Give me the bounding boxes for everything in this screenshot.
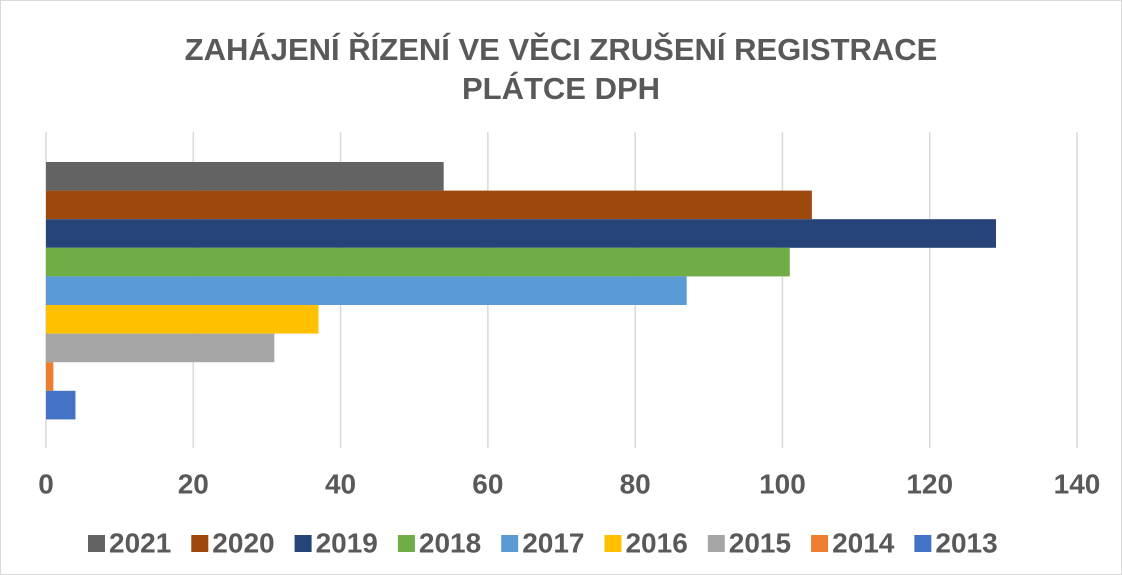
legend-label: 2020 <box>212 527 274 558</box>
legend-label: 2018 <box>419 527 481 558</box>
legend-label: 2013 <box>935 527 997 558</box>
bar <box>46 247 790 277</box>
legend-swatch <box>914 535 932 552</box>
bar <box>46 390 76 420</box>
bar <box>46 333 275 363</box>
bar <box>46 190 812 220</box>
chart-title: PLÁTCE DPH <box>462 71 660 106</box>
bar <box>46 219 996 248</box>
legend-label: 2017 <box>522 527 584 558</box>
legend-swatch <box>707 535 725 552</box>
bar <box>46 162 444 191</box>
x-tick-label: 100 <box>759 468 806 499</box>
legend-swatch <box>501 535 519 552</box>
legend-label: 2015 <box>729 527 791 558</box>
bar <box>46 362 54 391</box>
legend-swatch <box>604 535 622 552</box>
legend-label: 2021 <box>109 527 171 558</box>
x-tick-label: 40 <box>325 468 356 499</box>
legend-swatch <box>191 535 209 552</box>
x-tick-label: 20 <box>178 468 209 499</box>
x-tick-label: 120 <box>906 468 953 499</box>
x-tick-label: 140 <box>1054 468 1101 499</box>
x-tick-label: 80 <box>620 468 651 499</box>
bar <box>46 276 687 305</box>
legend-swatch <box>294 535 312 552</box>
legend-swatch <box>397 535 415 552</box>
legend-swatch <box>811 535 829 552</box>
legend-label: 2016 <box>625 527 687 558</box>
x-tick-label: 0 <box>38 468 54 499</box>
chart-title: ZAHÁJENÍ ŘÍZENÍ VE VĚCI ZRUŠENÍ REGISTRA… <box>185 31 938 67</box>
x-tick-label: 60 <box>472 468 503 499</box>
legend-swatch <box>88 535 105 552</box>
legend-label: 2014 <box>832 527 895 558</box>
legend-label: 2019 <box>316 527 378 558</box>
bar <box>46 305 319 334</box>
